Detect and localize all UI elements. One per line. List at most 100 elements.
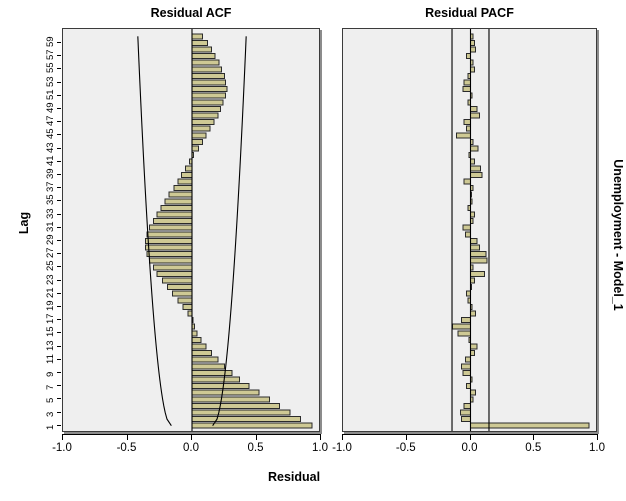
acf-bar xyxy=(470,389,477,396)
acf-bar xyxy=(470,422,590,429)
acf-bar xyxy=(470,277,475,284)
acf-bar xyxy=(470,112,480,119)
acf-bar xyxy=(191,416,301,423)
acf-bar xyxy=(191,86,228,93)
lag-tick-label: 3 xyxy=(45,411,56,417)
acf-bar xyxy=(470,39,475,46)
acf-bar xyxy=(470,145,479,152)
lag-tick-label: 7 xyxy=(45,384,56,391)
x-tick-label: -1.0 xyxy=(332,442,352,454)
x-tick-label: 0.5 xyxy=(247,442,264,454)
panel-title-pacf: Residual PACF xyxy=(425,6,514,20)
acf-bar xyxy=(191,145,199,152)
acf-bar xyxy=(455,132,472,139)
lag-tick-label: 17 xyxy=(45,313,56,325)
acf-plot-svg xyxy=(137,29,313,431)
lag-tick-label: 39 xyxy=(45,168,56,179)
x-axis-baseline xyxy=(62,434,320,435)
lag-tick-label: 41 xyxy=(45,155,56,166)
acf-bar xyxy=(191,59,220,66)
acf-bar xyxy=(161,277,193,284)
lag-tick-mark xyxy=(57,332,61,334)
lag-tick-label: 31 xyxy=(45,221,56,232)
acf-bar xyxy=(191,132,207,139)
acf-bar xyxy=(191,356,219,363)
x-tick-mark xyxy=(533,434,535,440)
lag-tick-mark xyxy=(57,55,61,57)
lag-tick-label: 5 xyxy=(45,398,56,404)
x-tick-mark xyxy=(126,434,128,440)
acf-bar xyxy=(191,383,250,390)
lag-tick-label: 9 xyxy=(45,371,56,377)
acf-bar xyxy=(470,343,478,350)
plot-area-pacf xyxy=(342,28,597,432)
lag-tick-label: 13 xyxy=(45,339,56,351)
acf-bar xyxy=(191,396,270,403)
acf-bar xyxy=(156,270,193,277)
acf-bar xyxy=(187,310,193,317)
acf-bar xyxy=(177,297,193,304)
confidence-limit-curve xyxy=(212,36,247,427)
acf-bar xyxy=(181,171,193,178)
lag-tick-label: 35 xyxy=(45,194,56,206)
acf-bar xyxy=(177,178,193,185)
lag-tick-label: 1 xyxy=(45,424,56,430)
acf-bar xyxy=(191,343,207,350)
acf-bar xyxy=(470,350,475,357)
acf-bar xyxy=(470,46,477,53)
lag-tick-mark xyxy=(57,121,61,123)
lag-tick-label: 25 xyxy=(45,260,56,272)
acf-bar xyxy=(191,39,208,46)
acf-bar xyxy=(452,323,472,330)
acf-bar xyxy=(191,336,202,343)
confidence-limit-curve xyxy=(137,36,172,427)
acf-bar xyxy=(191,99,224,106)
acf-bar xyxy=(168,191,193,198)
acf-bar xyxy=(461,363,471,370)
acf-bar xyxy=(191,350,212,357)
lag-tick-mark xyxy=(57,173,61,175)
lag-tick-mark xyxy=(57,266,61,268)
acf-bar xyxy=(191,402,281,409)
lag-tick-mark xyxy=(57,160,61,162)
acf-bar xyxy=(466,290,471,297)
lag-tick-label: 37 xyxy=(45,181,56,193)
acf-bar xyxy=(148,257,193,264)
lag-tick-mark xyxy=(57,68,61,70)
x-tick-label: -0.5 xyxy=(116,442,137,454)
lag-tick-label: 29 xyxy=(45,234,56,245)
acf-bar xyxy=(191,105,221,112)
acf-bar xyxy=(191,119,215,126)
acf-bar xyxy=(160,204,193,211)
acf-bar xyxy=(470,257,488,264)
lag-tick-label: 45 xyxy=(45,128,56,140)
acf-bar xyxy=(191,72,225,79)
acf-bar xyxy=(152,264,193,271)
x-tick-label: 1.0 xyxy=(312,442,328,454)
acf-bar xyxy=(166,284,193,291)
acf-bar xyxy=(191,376,241,383)
x-tick-mark xyxy=(342,434,343,440)
acf-bar xyxy=(191,46,212,53)
acf-bar xyxy=(470,270,486,277)
lag-tick-mark xyxy=(57,107,61,109)
lag-tick-mark xyxy=(57,371,61,373)
acf-bar xyxy=(463,79,472,86)
acf-bar xyxy=(191,422,313,429)
lag-tick-label: 11 xyxy=(45,353,56,364)
acf-bar xyxy=(462,369,471,376)
lag-tick-label: 59 xyxy=(45,36,56,47)
acf-bar xyxy=(466,125,471,132)
lag-tick-label: 51 xyxy=(45,89,56,100)
acf-bar xyxy=(463,119,472,126)
acf-bar xyxy=(459,409,472,416)
acf-bar xyxy=(457,330,471,337)
acf-bar xyxy=(191,330,198,337)
lag-tick-mark xyxy=(57,147,61,149)
acf-bar xyxy=(463,178,472,185)
acf-bar xyxy=(463,402,472,409)
lag-tick-mark xyxy=(57,358,61,360)
lag-tick-label: 21 xyxy=(45,287,56,298)
x-tick-mark xyxy=(469,434,471,440)
acf-bar xyxy=(470,211,475,218)
